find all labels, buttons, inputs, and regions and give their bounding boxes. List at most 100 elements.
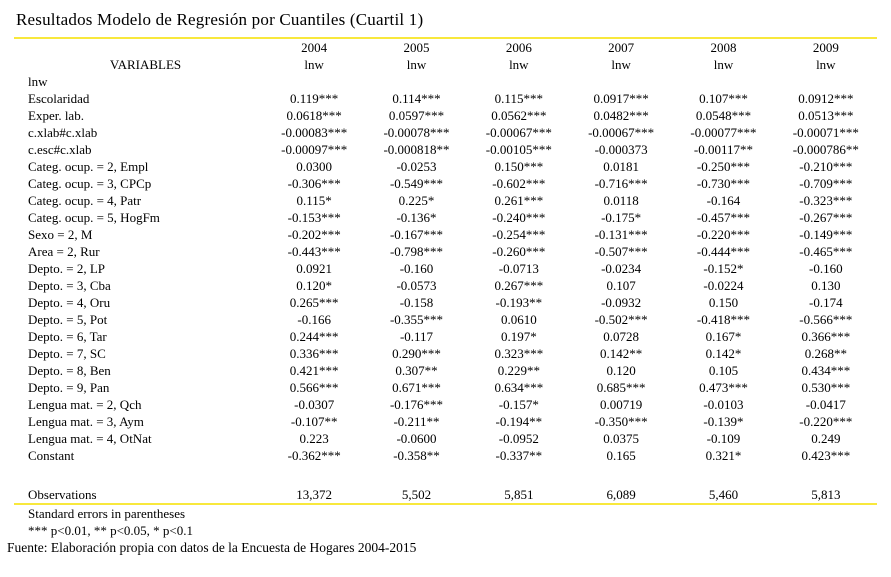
- cell: 0.685***: [596, 380, 646, 395]
- cell: -0.00067***: [588, 125, 655, 140]
- cell: Depto. = 2, LP: [28, 261, 106, 276]
- cell: c.xlab#c.xlab: [28, 125, 98, 140]
- cell: 2008: [710, 40, 737, 55]
- table-row: Depto. = 9, Pan 0.566*** 0.671*** 0.634*** 0…: [28, 379, 877, 396]
- cell: 0.0482***: [593, 108, 649, 123]
- cell: 0.0912***: [798, 91, 854, 106]
- top-rule: [14, 37, 877, 39]
- cell: 0.114***: [392, 91, 441, 106]
- spacer-row: [28, 464, 877, 486]
- cell: -0.358**: [393, 448, 440, 463]
- cell: 0.107: [606, 278, 636, 293]
- cell: 0.0548***: [695, 108, 752, 123]
- cell: -0.0253: [396, 159, 437, 174]
- note-standard-errors: Standard errors in parentheses: [28, 506, 186, 521]
- cell: -0.00097***: [281, 142, 348, 157]
- cell: -0.211**: [393, 414, 440, 429]
- cell: 0.0597***: [388, 108, 445, 123]
- cell: 0.130: [811, 278, 841, 293]
- table-row: Categ. ocup. = 3, CPCp -0.306*** -0.549***…: [28, 175, 877, 192]
- cell: -0.465***: [799, 244, 853, 259]
- cell: -0.502***: [594, 312, 648, 327]
- note-significance-levels: *** p<0.01, ** p<0.05, * p<0.1: [28, 523, 193, 538]
- cell: -0.0600: [396, 431, 437, 446]
- cell: -0.00077***: [690, 125, 757, 140]
- cell: [672, 73, 774, 90]
- cell: 2007: [608, 40, 635, 55]
- cell: -0.158: [399, 295, 434, 310]
- cell: 0.267***: [494, 278, 544, 293]
- cell: -0.267***: [799, 210, 853, 225]
- cell: lnw: [816, 57, 836, 72]
- observations-row: Observations 13,372 5,502 5,851 6,089 5,460 5,…: [28, 486, 877, 503]
- cell: [365, 73, 467, 90]
- cell: [28, 464, 877, 486]
- cell: 0.120: [606, 363, 636, 378]
- cell: -0.166: [297, 312, 331, 327]
- cell: c.esc#c.xlab: [28, 142, 92, 157]
- cell: -0.193**: [495, 295, 543, 310]
- cell: -0.167***: [389, 227, 444, 242]
- dep-var-row: lnw: [28, 73, 877, 90]
- table-row: Escolaridad 0.119*** 0.114*** 0.115*** 0.091…: [28, 90, 877, 107]
- cell: -0.117: [399, 329, 434, 344]
- bottom-rule: [14, 503, 877, 505]
- cell: -0.00105***: [485, 142, 552, 157]
- cell: 0.265***: [289, 295, 339, 310]
- table-row: Sexo = 2, M -0.202*** -0.167*** -0.254*** -0…: [28, 226, 877, 243]
- cell: -0.149***: [799, 227, 853, 242]
- cell: 0.0118: [603, 193, 639, 208]
- table-row: Categ. ocup. = 4, Patr 0.115* 0.225* 0.261*…: [28, 192, 877, 209]
- cell: Escolaridad: [28, 91, 90, 106]
- cell: Depto. = 4, Oru: [28, 295, 111, 310]
- cell: Categ. ocup. = 4, Patr: [28, 193, 142, 208]
- cell: 0.290***: [392, 346, 441, 361]
- cell: -0.160: [399, 261, 434, 276]
- cell: 0.421***: [289, 363, 339, 378]
- cell: 0.434***: [801, 363, 851, 378]
- cell: Exper. lab.: [28, 108, 84, 123]
- cell: Categ. ocup. = 5, HogFm: [28, 210, 160, 225]
- cell: -0.194**: [495, 414, 543, 429]
- cell: -0.323***: [799, 193, 853, 208]
- source-line: Fuente: Elaboración propia con datos de …: [7, 540, 417, 555]
- cell: 0.423***: [801, 448, 851, 463]
- cell: 0.323***: [494, 346, 544, 361]
- cell: 0.107***: [699, 91, 748, 106]
- cell: Depto. = 5, Pot: [28, 312, 108, 327]
- table-row: Depto. = 6, Tar 0.244*** -0.117 0.197* 0.072…: [28, 328, 877, 345]
- cell: 2009: [812, 40, 839, 55]
- table-row: Categ. ocup. = 5, HogFm -0.153*** -0.136* -…: [28, 209, 877, 226]
- cell: 0.142**: [600, 346, 643, 361]
- table-row: c.xlab#c.xlab -0.00083*** -0.00078*** -0.00…: [28, 124, 877, 141]
- cell: 0.530***: [801, 380, 851, 395]
- cell: Depto. = 6, Tar: [28, 329, 107, 344]
- cell: 6,089: [606, 487, 636, 502]
- cell: 0.115***: [494, 91, 543, 106]
- cell: 0.150***: [494, 159, 544, 174]
- cell: lnw: [406, 57, 427, 72]
- cell: Depto. = 9, Pan: [28, 380, 110, 395]
- cell: -0.0713: [498, 261, 539, 276]
- cell: 0.321*: [705, 448, 742, 463]
- cell: -0.109: [706, 431, 741, 446]
- cell: -0.457***: [696, 210, 751, 225]
- cell: -0.0234: [601, 261, 642, 276]
- cell: 0.00719: [600, 397, 643, 412]
- cell: -0.153***: [287, 210, 341, 225]
- table-row: Categ. ocup. = 2, Empl 0.0300 -0.0253 0.150…: [28, 158, 877, 175]
- page: Resultados Modelo de Regresión por Cuant…: [7, 10, 877, 555]
- cell: 0.197*: [500, 329, 537, 344]
- cell: 0.229**: [497, 363, 540, 378]
- cell: -0.716***: [594, 176, 648, 191]
- cell: -0.350***: [594, 414, 648, 429]
- cell: -0.549***: [389, 176, 444, 191]
- cell: -0.337**: [495, 448, 543, 463]
- cell: 0.105: [708, 363, 739, 378]
- cell: -0.730***: [696, 176, 751, 191]
- table-notes: Standard errors in parentheses *** p<0.0…: [28, 505, 877, 539]
- cell: 0.119***: [290, 91, 339, 106]
- cell: 0.0181: [603, 159, 640, 174]
- year-header-row: 2004 2005 2006 2007 2008 2009: [28, 39, 877, 56]
- cell: [570, 73, 672, 90]
